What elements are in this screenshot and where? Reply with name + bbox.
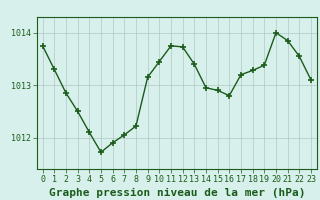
X-axis label: Graphe pression niveau de la mer (hPa): Graphe pression niveau de la mer (hPa): [49, 188, 305, 198]
